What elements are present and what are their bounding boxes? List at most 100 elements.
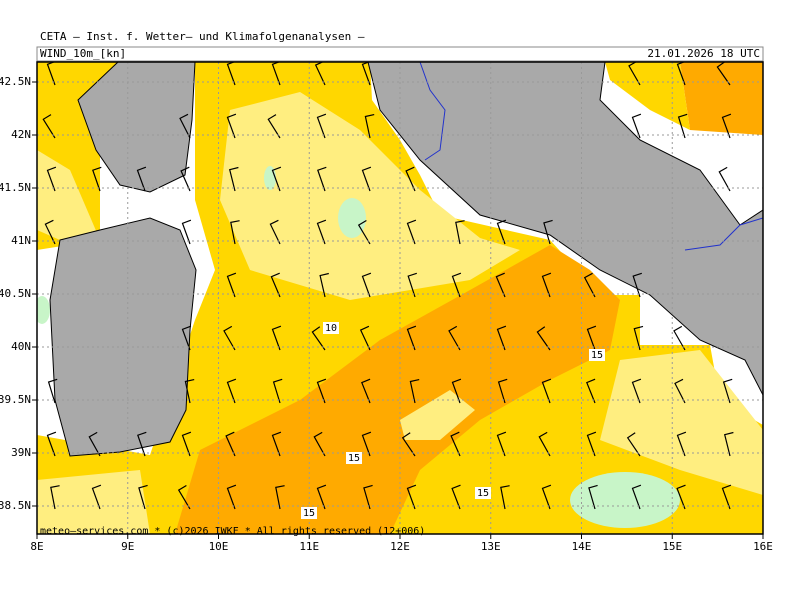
wind-barb: [272, 378, 283, 404]
sardinia: [49, 217, 197, 457]
contour-label-bg: [323, 322, 339, 334]
contour-label-bg: [346, 452, 362, 464]
wind-barb: [496, 219, 507, 245]
wind-barb: [536, 326, 551, 351]
wind-barb: [359, 325, 371, 351]
wind-barb: [319, 272, 329, 298]
header-box: [36, 46, 764, 62]
wind-barb: [721, 113, 732, 139]
wind-barb: [364, 114, 375, 139]
wind-barb: [316, 113, 327, 139]
wind-barb: [723, 431, 734, 457]
wind-barb: [181, 219, 192, 245]
lat-label: 40N: [11, 340, 31, 353]
wind-barb: [451, 272, 462, 298]
wind-barb: [496, 431, 507, 457]
wind-barb: [451, 378, 462, 404]
lat-label: 42N: [11, 128, 31, 141]
wind-barb: [361, 272, 372, 298]
lat-label: 41.5N: [0, 181, 31, 194]
wind-field-orange: [175, 245, 620, 534]
field-label: WIND_10m_[kn]: [40, 47, 126, 60]
lat-label: 39N: [11, 446, 31, 459]
wind-barb: [270, 272, 281, 298]
wind-field-pale: [220, 92, 520, 300]
wind-barb: [226, 484, 237, 510]
wind-barb: [177, 484, 191, 510]
wind-barb: [406, 484, 417, 510]
header-title: CETA — Inst. f. Wetter— und Klimafolgena…: [40, 30, 365, 43]
lat-label: 40.5N: [0, 287, 31, 300]
wind-barb: [363, 484, 373, 510]
copyright: meteo—services.com * (c)2026 IWKF * All …: [40, 526, 425, 537]
map-area: 10 15 15 15 15: [37, 62, 763, 534]
contour-label: 10: [325, 323, 337, 334]
wind-barb: [541, 378, 552, 404]
wind-barb: [223, 325, 236, 351]
wind-barb: [226, 113, 237, 139]
italy-mainland: [367, 62, 763, 396]
wind-barb: [226, 272, 237, 298]
wind-field-green: [37, 296, 50, 324]
wind-barb: [225, 431, 236, 457]
wind-barb: [401, 432, 416, 457]
contour-label: 15: [591, 350, 603, 361]
wind-barb: [722, 378, 733, 404]
lon-label: 15E: [662, 540, 682, 553]
wind-barb: [448, 325, 461, 351]
wind-barb: [673, 325, 686, 351]
wind-barb: [357, 219, 371, 245]
lon-label: 11E: [299, 540, 319, 553]
wind-barb: [497, 378, 508, 404]
wind-barb: [495, 272, 506, 298]
lon-label: 8E: [30, 540, 43, 553]
wind-barb: [583, 272, 596, 298]
lat-label: 38.5N: [0, 499, 31, 512]
wind-barb: [228, 166, 239, 192]
contour-label-bg: [301, 507, 317, 519]
wind-barb: [137, 431, 147, 457]
contour-label-bg: [475, 487, 491, 499]
wind-barb: [313, 431, 326, 457]
wind-barb: [496, 325, 507, 351]
corsica: [77, 62, 196, 193]
wind-barb: [47, 378, 58, 404]
wind-barb: [631, 484, 642, 510]
wind-barb: [541, 272, 552, 298]
wind-barb: [543, 219, 553, 245]
wind-barb: [541, 484, 552, 510]
wind-barb: [181, 431, 192, 457]
valid-time: 21.01.2026 18 UTC: [647, 47, 760, 60]
wind-barb: [42, 114, 56, 139]
contour-label: 15: [303, 508, 315, 519]
wind-barb: [626, 432, 641, 457]
wind-barb: [267, 114, 281, 139]
wind-barb: [91, 484, 102, 510]
wind-barb: [455, 220, 465, 245]
wind-barb: [179, 113, 191, 139]
wind-barb: [451, 484, 461, 510]
wind-barb: [676, 431, 687, 457]
wind-barb: [44, 219, 56, 245]
lon-label: 9E: [121, 540, 134, 553]
lon-label: 12E: [390, 540, 410, 553]
wind-field-green: [338, 198, 366, 238]
wind-barb: [677, 113, 688, 139]
wind-barb: [316, 378, 327, 404]
wind-barb: [407, 272, 417, 298]
lon-label: 13E: [481, 540, 501, 553]
lon-label: 14E: [572, 540, 592, 553]
wind-barb: [50, 485, 60, 510]
wind-barb: [409, 379, 420, 404]
wind-barb: [317, 166, 327, 192]
contour-label: 15: [348, 453, 360, 464]
wind-field-orange: [680, 62, 763, 135]
contour-label-bg: [589, 349, 605, 361]
wind-barb: [628, 62, 641, 86]
wind-barb: [586, 431, 597, 457]
wind-barb: [316, 484, 327, 510]
river: [419, 62, 446, 161]
wind-field-pale: [37, 150, 100, 240]
wind-barb: [181, 325, 192, 351]
